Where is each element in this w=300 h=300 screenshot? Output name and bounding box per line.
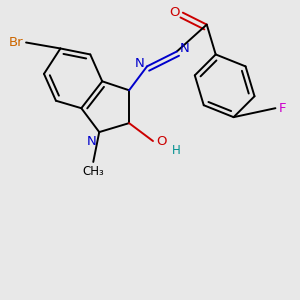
Text: N: N [86,135,96,148]
Text: N: N [134,57,144,70]
Text: N: N [180,42,190,55]
Text: O: O [156,134,166,148]
Text: CH₃: CH₃ [82,165,104,178]
Text: F: F [279,102,286,115]
Text: Br: Br [8,36,23,49]
Text: O: O [169,6,179,19]
Text: H: H [172,143,181,157]
